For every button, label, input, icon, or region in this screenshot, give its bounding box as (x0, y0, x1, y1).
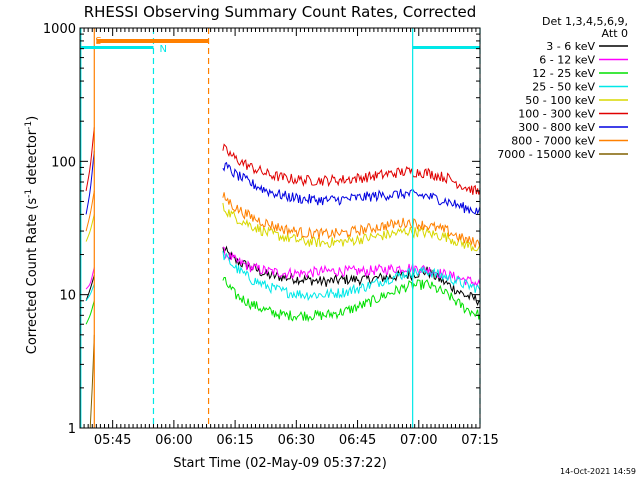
x-tick-label: 05:45 (94, 433, 131, 448)
series-line-0-0 (85, 275, 95, 301)
series-line-7-0 (85, 190, 95, 232)
series-line-8-0 (89, 334, 95, 429)
night-flag-bar-0 (80, 46, 154, 49)
x-tick-label: 07:15 (461, 433, 498, 448)
series-line-5-0 (85, 127, 95, 191)
series-line-2-1 (222, 277, 481, 323)
legend-entry-label: 100 - 300 keV (518, 108, 595, 121)
legend-entry-label: 6 - 12 keV (539, 54, 595, 67)
series-line-4-1 (222, 202, 481, 252)
x-tick-label: 06:45 (339, 433, 376, 448)
ticks-layer: 05:45 06:00 06:15 06:30 06:45 07:00 07:15 1 10 10… (43, 22, 499, 448)
x-axis-label: Start Time (02-May-09 05:37:22) (173, 456, 387, 471)
series-line-3-1 (222, 250, 481, 302)
series-line-6-0 (85, 150, 95, 215)
series-line-2-0 (85, 300, 95, 325)
legend-entry-label: 3 - 6 keV (546, 40, 595, 53)
legend-entry-label: 50 - 100 keV (525, 94, 595, 107)
series-line-7-1 (222, 192, 481, 248)
legend-header-attenuator: Att 0 (602, 27, 628, 40)
svg-text:Corrected Count Rate (s-1 dete: Corrected Count Rate (s-1 detector-1) (24, 116, 40, 354)
x-tick-label: 06:00 (155, 433, 192, 448)
legend-entry-label: 25 - 50 keV (532, 81, 595, 94)
series-layer (85, 127, 481, 429)
y-tick-label: 1 (68, 422, 76, 437)
x-tick-label: 07:00 (400, 433, 437, 448)
series-line-3-0 (85, 283, 95, 302)
y-tick-label: 100 (51, 155, 76, 170)
footer-timestamp: 14-Oct-2021 14:59 (560, 467, 636, 476)
saa-flag-bar (96, 39, 209, 43)
legend-entry-label: 7000 - 15000 keV (497, 148, 595, 161)
series-line-1-1 (222, 246, 481, 288)
y-axis-label: Corrected Count Rate (s-1 detector-1) (24, 116, 40, 354)
legend-header-detectors: Det 1,3,4,5,6,9, (542, 15, 628, 28)
chart-title: RHESSI Observing Summary Count Rates, Co… (84, 3, 477, 21)
legend-entry-label: 300 - 800 keV (518, 121, 595, 134)
saa-flag-label: S (95, 36, 101, 47)
y-axis-label-sup2: -1 (24, 121, 34, 130)
series-line-6-1 (222, 161, 481, 215)
series-line-4-0 (85, 214, 95, 242)
night-flag-label: N (159, 44, 166, 55)
y-tick-label: 1000 (43, 22, 76, 37)
legend-entry-label: 800 - 7000 keV (511, 135, 595, 148)
x-tick-label: 06:15 (216, 433, 253, 448)
y-axis-label-main: Corrected Count Rate (s (25, 198, 40, 355)
series-line-5-1 (222, 143, 481, 195)
y-axis-label-sup1: -1 (24, 189, 34, 198)
series-line-1-0 (85, 267, 95, 290)
x-tick-label: 06:30 (278, 433, 315, 448)
legend-entry-label: 12 - 25 keV (532, 67, 595, 80)
y-axis-label-mid: detector (25, 129, 40, 189)
y-tick-label: 10 (59, 289, 76, 304)
y-axis-label-end: ) (25, 116, 40, 121)
night-flag-bar-1 (412, 46, 480, 49)
